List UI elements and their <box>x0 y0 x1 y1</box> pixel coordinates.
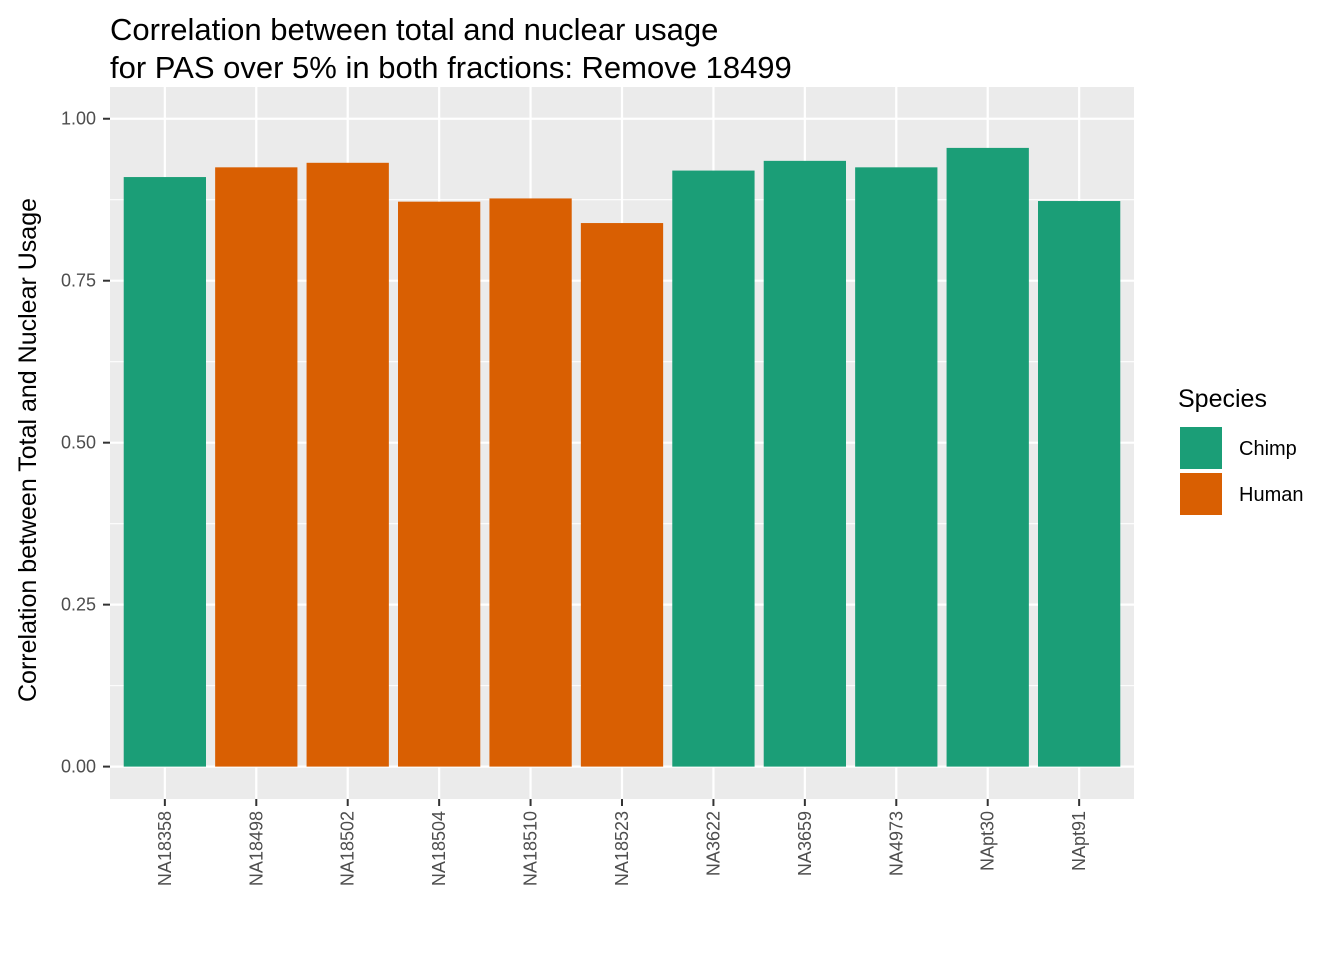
x-tick-label: NA3659 <box>795 811 815 876</box>
x-tick-label: NA3622 <box>703 811 723 876</box>
bar-napt91 <box>1038 201 1121 767</box>
y-tick-label: 0.25 <box>61 595 96 615</box>
y-tick-label: 1.00 <box>61 109 96 129</box>
bar-na18502 <box>306 162 389 767</box>
y-axis: 0.00 0.25 0.50 0.75 1.00 <box>61 109 110 777</box>
bar-na18510 <box>489 198 572 767</box>
legend-swatch-chimp <box>1180 427 1222 469</box>
bar-na18498 <box>215 167 298 767</box>
legend-label-human: Human <box>1239 484 1303 506</box>
y-axis-title: Correlation between Total and Nuclear Us… <box>14 198 42 702</box>
x-tick-label: NA18510 <box>521 811 541 886</box>
chart-title-line-2: for PAS over 5% in both fractions: Remov… <box>110 50 792 85</box>
bar-na4973 <box>855 167 938 767</box>
bar-napt30 <box>946 147 1029 767</box>
x-tick-label: NA18523 <box>612 811 632 886</box>
legend: Species Chimp Human <box>1178 385 1303 515</box>
y-tick-label: 0.75 <box>61 271 96 291</box>
legend-title: Species <box>1178 385 1267 413</box>
x-tick-label: NA4973 <box>886 811 906 876</box>
x-tick-label: NA18358 <box>155 811 175 886</box>
x-axis: NA18358 NA18498 NA18502 NA18504 NA18510 NA185… <box>155 799 1089 886</box>
x-tick-label: NA18504 <box>429 811 449 886</box>
x-tick-label: NApt30 <box>978 811 998 871</box>
legend-label-chimp: Chimp <box>1239 438 1297 460</box>
x-tick-label: NApt91 <box>1069 811 1089 871</box>
chart-title: Correlation between total and nuclear us… <box>110 12 792 85</box>
bar-na3622 <box>672 170 755 767</box>
bar-na18523 <box>580 223 664 767</box>
legend-swatch-human <box>1180 473 1222 515</box>
bar-na18504 <box>398 201 481 767</box>
chart-title-line-1: Correlation between total and nuclear us… <box>110 12 718 47</box>
y-tick-label: 0.00 <box>61 757 96 777</box>
y-tick-label: 0.50 <box>61 433 96 453</box>
x-tick-label: NA18498 <box>246 811 266 886</box>
x-tick-label: NA18502 <box>338 811 358 886</box>
bars <box>123 147 1121 767</box>
bar-na18358 <box>123 177 206 767</box>
bar-na3659 <box>763 160 846 767</box>
